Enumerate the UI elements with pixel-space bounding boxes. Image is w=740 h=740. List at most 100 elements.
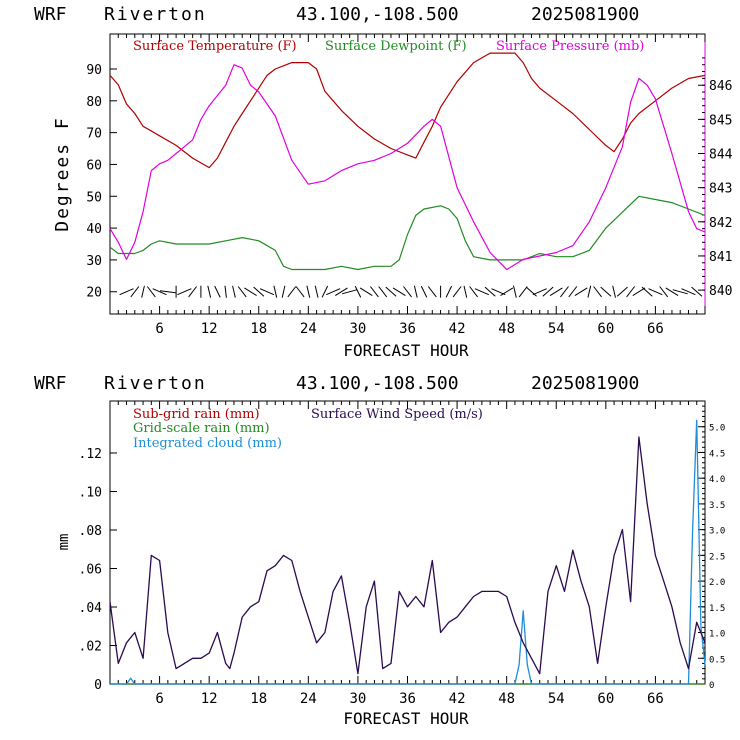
panel-2-left-tick-label: .02: [79, 639, 102, 654]
panel-2-left-tick-label: .08: [79, 524, 102, 539]
wind-barb: [295, 286, 305, 298]
panel-2-series: [109, 419, 706, 685]
panel-2-x-tick-label: 12: [201, 691, 218, 707]
wind-barb: [232, 285, 236, 298]
legend-pressure: Surface Pressure (mb): [496, 39, 644, 54]
wind-barb: [130, 286, 140, 298]
panel-2-right-tick-label: 4.0: [709, 475, 725, 485]
panel-1-left-axis-ticks: 20 30 40 50 60 70 80 90: [86, 63, 117, 301]
panel-1-x-tick-label: 66: [647, 321, 664, 337]
wind-barb: [378, 286, 388, 298]
panel-1-xlabel: FORECAST HOUR: [343, 341, 469, 360]
panel-1-left-tick-label: 50: [86, 190, 102, 205]
series-surface-wind-speed-m-s: [109, 436, 706, 675]
wind-barb: [600, 286, 612, 297]
wind-barb: [314, 285, 319, 298]
wind-barb: [463, 285, 468, 298]
wind-barb: [587, 285, 592, 298]
panel-2-left-tick-label: .10: [79, 485, 102, 500]
wind-barb: [321, 285, 329, 298]
wind-barb: [518, 286, 528, 298]
panel-1-date: 2025081900: [531, 4, 639, 25]
panel-1-right-tick-label: 840: [709, 284, 732, 299]
wind-barb: [632, 287, 646, 297]
panel-1-right-tick-label: 842: [709, 216, 732, 231]
panel-1-left-tick-label: 30: [86, 254, 102, 269]
wind-barb: [359, 287, 373, 297]
panel-1-legend: Surface Temperature (F) Surface Dewpoint…: [133, 39, 644, 54]
wind-barb: [177, 288, 192, 296]
panel-2: WRF Riverton 43.100,-108.500 2025081900 …: [34, 373, 725, 728]
panel-1-x-tick-label: 6: [155, 321, 163, 337]
panel-2-right-tick-label: 2.0: [709, 578, 725, 588]
wind-barb: [370, 286, 379, 298]
wind-barb: [159, 290, 176, 294]
panel-1-station: Riverton: [104, 4, 207, 25]
legend-dewpoint: Surface Dewpoint (F): [325, 39, 467, 54]
wind-barb: [253, 286, 265, 297]
wind-barb: [281, 285, 286, 298]
wind-barb: [207, 285, 212, 298]
wind-barb: [574, 287, 588, 297]
panel-2-right-tick-label: 0.5: [709, 655, 725, 665]
wind-barb: [188, 286, 197, 298]
wind-barb: [335, 287, 348, 297]
panel-2-left-tick-label: .06: [79, 562, 102, 577]
panel-1-ylabel: Degrees F: [52, 116, 73, 232]
wind-barb: [152, 288, 167, 296]
wind-barb: [612, 285, 616, 298]
series-integrated-cloud-mm: [110, 419, 706, 685]
panel-1-x-tick-label: 12: [201, 321, 218, 337]
series-surface-pressure-mb: [109, 64, 706, 271]
wind-barb: [568, 286, 578, 298]
wind-barb: [326, 288, 341, 296]
wind-barb: [525, 286, 537, 297]
wind-barb: [681, 288, 696, 296]
panel-1-header: WRF Riverton 43.100,-108.500 2025081900: [34, 4, 639, 25]
wind-barb: [691, 286, 703, 297]
panel-2-right-tick-label: 0: [709, 681, 714, 691]
panel-1-x-tick-label: 30: [349, 321, 366, 337]
wind-barb: [392, 287, 406, 297]
panel-2-station: Riverton: [104, 373, 207, 394]
panel-2-date: 2025081900: [531, 373, 639, 394]
panel-1-series: [109, 52, 706, 271]
panel-2-ylabel: mm: [56, 534, 72, 551]
wind-barb: [403, 286, 412, 298]
wind-barb: [306, 285, 311, 298]
panel-2-right-tick-label: 2.5: [709, 552, 725, 562]
panel-1: WRF Riverton 43.100,-108.500 2025081900 …: [34, 4, 733, 360]
panel-1-x-tick-label: 60: [597, 321, 614, 337]
panel-2-left-tick-label: 0: [94, 678, 102, 693]
panel-1-left-tick-label: 90: [86, 63, 102, 78]
panel-1-x-axis-ticks: 6 12 18 24 30 36 42 48 54 60 66: [109, 34, 706, 337]
panel-2-x-tick-label: 6: [155, 691, 163, 707]
panel-2-model: WRF: [34, 373, 67, 394]
wind-barb: [648, 288, 663, 296]
wind-barb: [542, 286, 554, 297]
panel-2-x-tick-label: 54: [548, 691, 565, 707]
panel-1-x-tick-label: 42: [449, 321, 466, 337]
wind-barb: [354, 285, 362, 298]
wind-barb: [616, 286, 628, 297]
wind-barb: [665, 287, 679, 297]
panel-1-x-tick-label: 18: [250, 321, 267, 337]
panel-1-right-tick-label: 845: [709, 113, 732, 128]
panel-2-header: WRF Riverton 43.100,-108.500 2025081900: [34, 373, 639, 394]
legend-subgrid-rain: Sub-grid rain (mm): [133, 407, 260, 422]
legend-wind-speed: Surface Wind Speed (m/s): [311, 407, 483, 422]
wind-barb: [500, 287, 514, 297]
panel-1-left-tick-label: 40: [86, 222, 102, 237]
panel-2-right-tick-label: 3.0: [709, 527, 725, 537]
panel-1-right-tick-label: 843: [709, 182, 732, 197]
wind-barb: [484, 286, 496, 297]
wind-barb: [626, 286, 635, 298]
panel-2-left-tick-label: .12: [79, 447, 102, 462]
panel-2-right-axis-ticks: 0 0.5 1.0 1.5 2.0 2.5 3.0 3.5 4.0 4.5 5.0: [698, 405, 725, 691]
panel-1-x-tick-label: 48: [498, 321, 515, 337]
panel-1-right-tick-label: 846: [709, 79, 732, 94]
wind-barb: [259, 288, 275, 296]
wind-barb: [452, 286, 462, 298]
panel-2-x-tick-label: 30: [349, 691, 366, 707]
